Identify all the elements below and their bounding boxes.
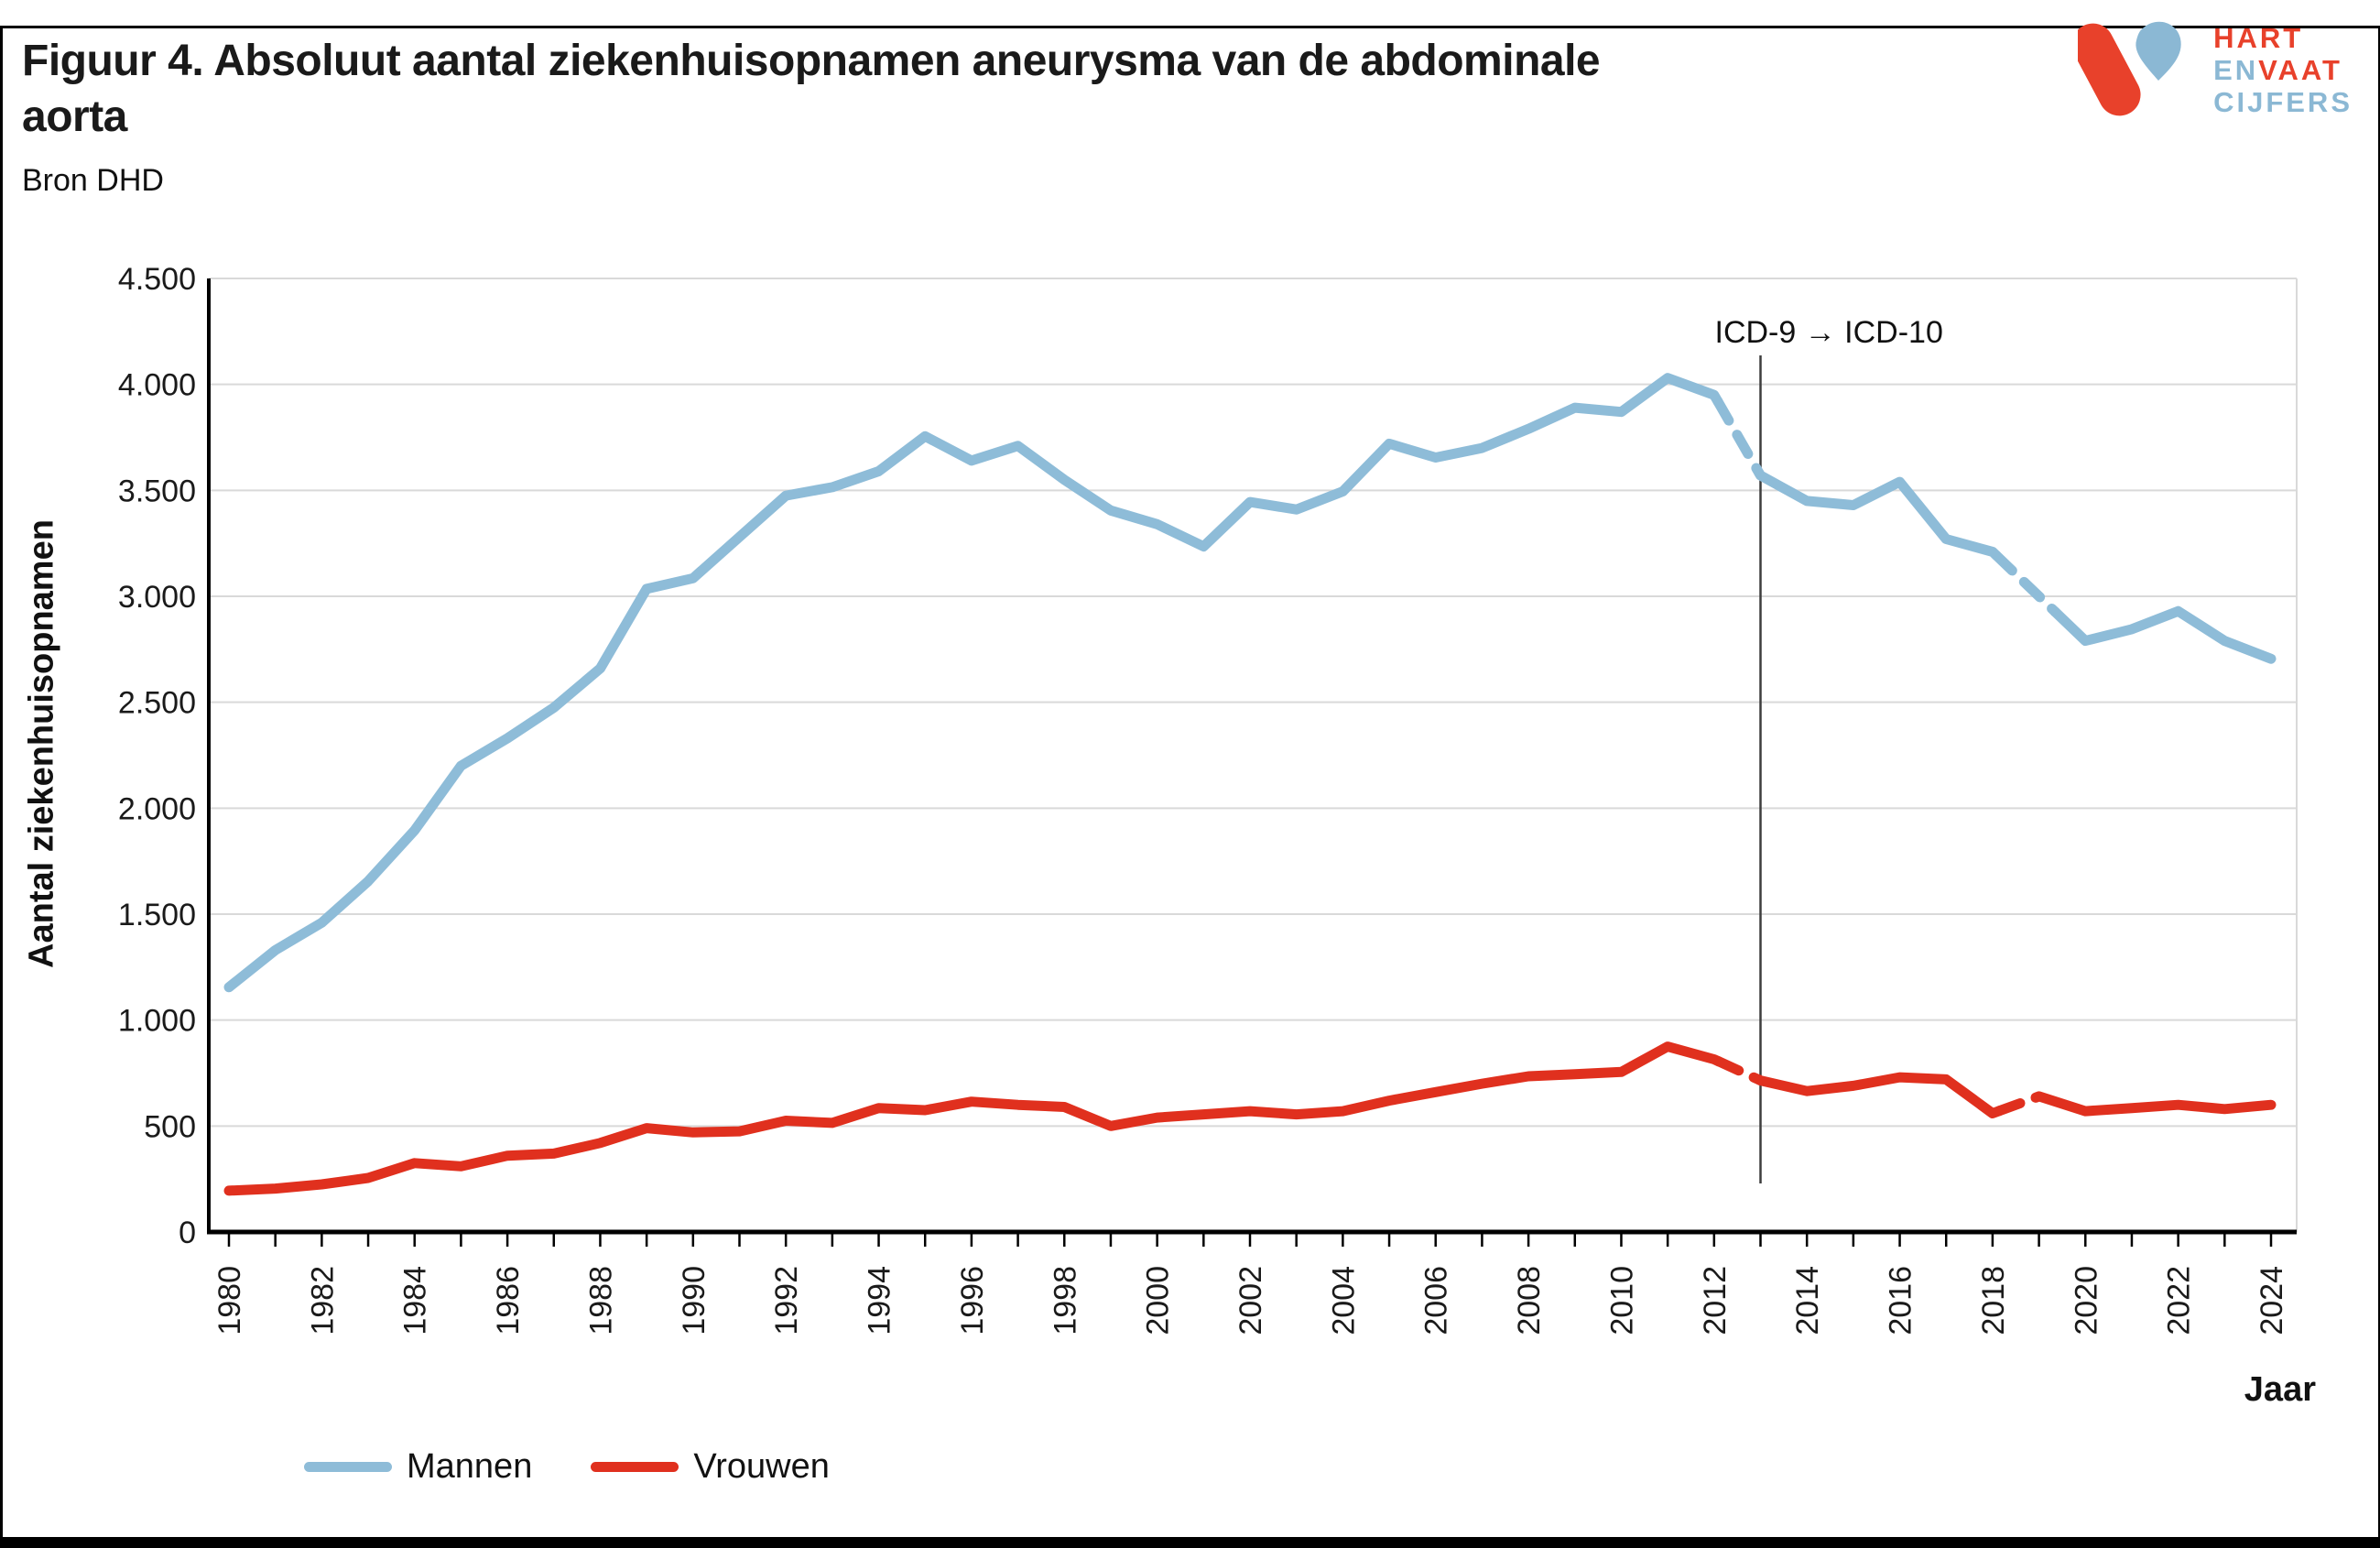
page-title: Figuur 4. Absoluut aantal ziekenhuisopna…: [22, 37, 1601, 142]
vrouwen-series-line: [1754, 1072, 2005, 1118]
x-tick-label: 2002: [1233, 1266, 1268, 1335]
mannen-series-line: [1754, 468, 2002, 561]
x-tick-label: 1990: [677, 1266, 712, 1335]
x-tick-label: 2022: [2162, 1266, 2197, 1335]
x-tick-label: 1986: [491, 1266, 526, 1335]
x-tick-label: 1988: [583, 1266, 618, 1335]
mannen-line-swatch: [304, 1462, 392, 1472]
y-tick-label: 1.000: [118, 1004, 196, 1039]
x-tick-label: 2018: [1976, 1266, 2011, 1335]
vrouwen-series-line-dashed: [1994, 1092, 2042, 1117]
x-tick-label: 2016: [1884, 1266, 1918, 1335]
y-tick-label: 500: [144, 1109, 196, 1144]
legend-label-vrouwen: Vrouwen: [693, 1447, 830, 1486]
heart-logo-icon: [2071, 13, 2197, 129]
x-tick-label: 1984: [398, 1266, 433, 1335]
x-tick-label: 1980: [212, 1266, 247, 1335]
vrouwen-series-line: [2031, 1091, 2277, 1117]
logo-word-hart: HART: [2213, 22, 2304, 55]
vrouwen-line-swatch: [591, 1462, 679, 1472]
x-tick-label: 1996: [955, 1266, 990, 1335]
y-tick-label: 0: [179, 1216, 196, 1250]
legend-item-mannen: Mannen: [304, 1447, 532, 1487]
mannen-series-line: [223, 373, 1723, 993]
legend-item-vrouwen: Vrouwen: [591, 1447, 830, 1487]
x-tick-label: 2006: [1419, 1266, 1454, 1335]
x-tick-label: 2020: [2069, 1266, 2103, 1335]
x-tick-label: 1994: [863, 1266, 897, 1335]
x-tick-label: 1998: [1048, 1266, 1082, 1335]
source-label: Bron DHD: [22, 163, 164, 198]
y-tick-label: 3.000: [118, 580, 196, 615]
y-tick-label: 1.500: [118, 898, 196, 932]
x-axis-title: Jaar: [2244, 1370, 2316, 1409]
vrouwen-series-line: [223, 1041, 1724, 1196]
legend: Mannen Vrouwen: [304, 1447, 830, 1487]
x-tick-label: 1992: [769, 1266, 804, 1335]
x-tick-label: 2010: [1604, 1266, 1639, 1335]
logo-word-en: EN: [2213, 54, 2259, 87]
logo-wordmark: HART ENVAAT CIJFERS: [2213, 23, 2353, 118]
y-tick-label: 4.500: [118, 262, 196, 297]
y-tick-label: 3.500: [118, 474, 196, 508]
logo-word-cijfers: CIJFERS: [2213, 85, 2353, 118]
x-tick-label: 2008: [1512, 1266, 1547, 1335]
icd-annotation-label: ICD-9 → ICD-10: [1715, 315, 1943, 350]
y-tick-label: 4.000: [118, 368, 196, 403]
mannen-series-line-dashed: [1712, 396, 1765, 478]
x-tick-label: 1982: [305, 1266, 340, 1335]
mannen-series-line-dashed: [1991, 550, 2060, 617]
x-tick-label: 2000: [1141, 1266, 1176, 1335]
mannen-series-line: [2049, 605, 2277, 664]
x-tick-label: 2014: [1790, 1266, 1825, 1335]
y-tick-label: 2.000: [118, 791, 196, 826]
logo-word-vaat: VAAT: [2258, 54, 2342, 87]
x-tick-label: 2024: [2255, 1266, 2289, 1335]
x-tick-label: 2004: [1326, 1266, 1361, 1335]
x-tick-label: 2012: [1698, 1266, 1733, 1335]
y-tick-label: 2.500: [118, 686, 196, 721]
vrouwen-series-line-dashed: [1713, 1056, 1765, 1085]
legend-label-mannen: Mannen: [407, 1447, 533, 1486]
hartenvaatcijfers-logo: HART ENVAAT CIJFERS: [2071, 13, 2353, 129]
